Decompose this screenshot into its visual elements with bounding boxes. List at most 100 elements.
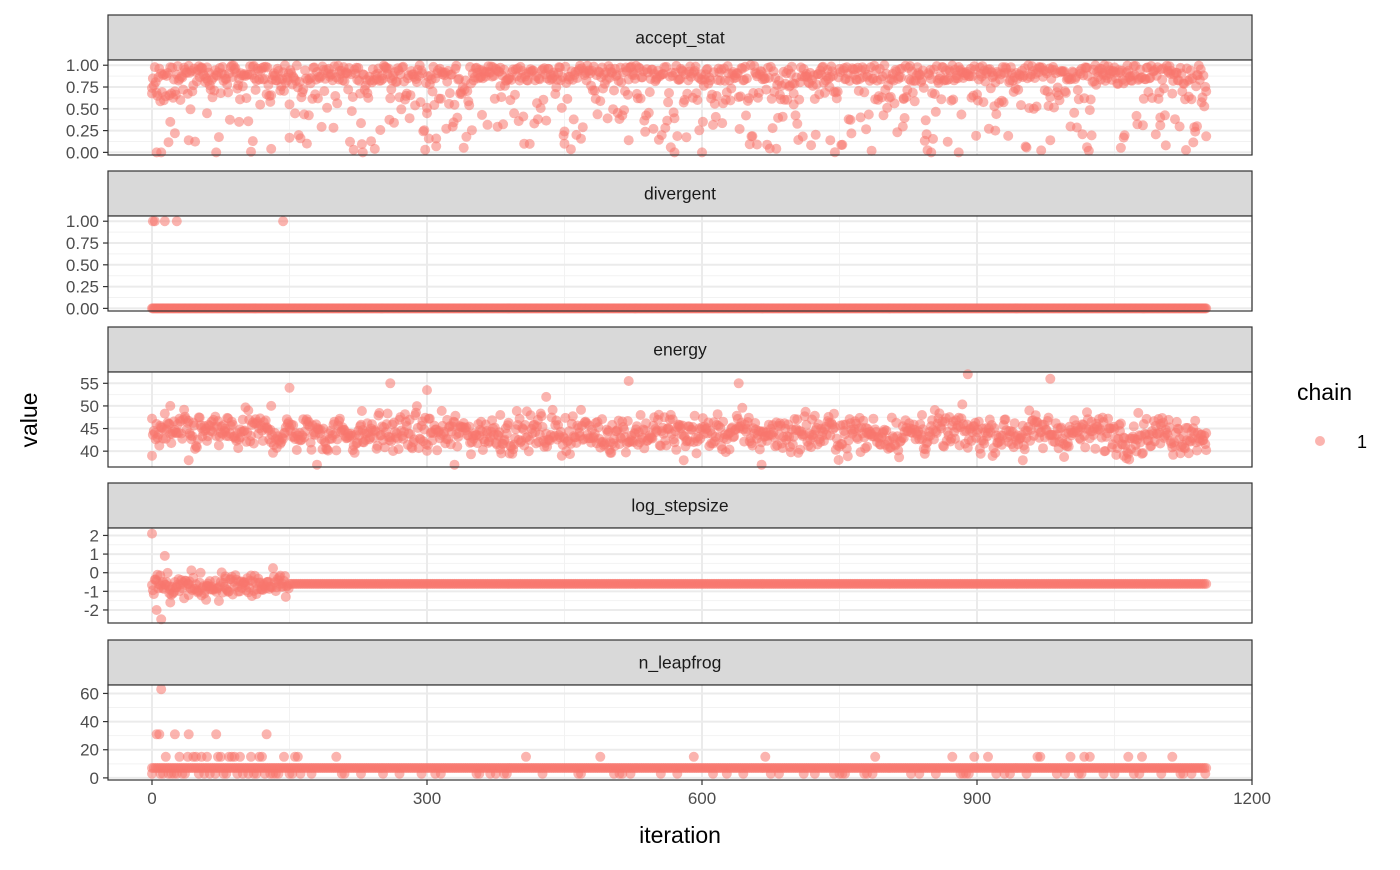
data-point <box>347 106 357 116</box>
data-point <box>1032 102 1042 112</box>
data-point <box>268 563 278 573</box>
data-point <box>431 141 441 151</box>
data-point <box>266 401 276 411</box>
data-point <box>1086 95 1096 105</box>
data-point <box>251 85 261 95</box>
data-point <box>1036 145 1046 155</box>
data-point <box>868 414 878 424</box>
data-point <box>163 568 173 578</box>
data-point <box>220 571 230 581</box>
data-point <box>569 114 579 124</box>
data-point <box>1045 374 1055 384</box>
y-tick-label: 45 <box>80 420 99 439</box>
y-tick-label: 0.25 <box>66 278 99 297</box>
data-point <box>801 407 811 417</box>
data-point <box>734 378 744 388</box>
data-point <box>186 104 196 114</box>
data-point <box>202 581 212 591</box>
data-point <box>1201 131 1211 141</box>
data-point <box>737 403 747 413</box>
data-point <box>518 112 528 122</box>
data-point <box>963 369 973 379</box>
data-point <box>636 410 646 420</box>
data-point <box>214 440 224 450</box>
data-point <box>356 118 366 128</box>
data-point <box>340 769 350 779</box>
data-point <box>201 595 211 605</box>
data-point <box>255 100 265 110</box>
data-point <box>165 598 175 608</box>
data-point <box>389 118 399 128</box>
data-point <box>626 769 636 779</box>
data-point <box>1151 129 1161 139</box>
data-point <box>999 97 1009 107</box>
panel-background <box>108 216 1252 311</box>
data-point <box>1159 83 1169 93</box>
data-point <box>464 100 474 110</box>
data-point <box>467 125 477 135</box>
data-point <box>846 115 856 125</box>
data-point <box>279 752 289 762</box>
data-point <box>725 445 735 455</box>
data-point <box>926 147 936 157</box>
data-point <box>859 87 869 97</box>
data-point <box>450 411 460 421</box>
data-point <box>747 131 757 141</box>
data-point <box>266 90 276 100</box>
data-point <box>257 752 267 762</box>
data-point <box>1192 446 1202 456</box>
data-point <box>636 94 646 104</box>
data-point <box>671 445 681 455</box>
data-point <box>214 132 224 142</box>
data-point <box>948 95 958 105</box>
data-point <box>936 94 946 104</box>
data-point <box>405 113 415 123</box>
data-point <box>619 105 629 115</box>
data-point <box>1199 101 1209 111</box>
data-point <box>495 81 505 91</box>
data-point <box>396 104 406 114</box>
data-point <box>609 86 619 96</box>
data-point <box>890 98 900 108</box>
facet-label: log_stepsize <box>631 496 728 517</box>
y-tick-label: 0 <box>90 564 99 583</box>
data-point <box>160 216 170 226</box>
data-point <box>806 140 816 150</box>
data-point <box>991 109 1001 119</box>
y-tick-label: 0.50 <box>66 100 99 119</box>
data-point <box>166 438 176 448</box>
data-point <box>679 455 689 465</box>
data-point <box>908 88 918 98</box>
data-point <box>1020 444 1030 454</box>
data-point <box>624 376 634 386</box>
data-point <box>238 81 248 91</box>
data-point <box>738 769 748 779</box>
data-point <box>976 449 986 459</box>
data-point <box>317 122 327 132</box>
data-point <box>170 128 180 138</box>
data-point <box>623 90 633 100</box>
data-point <box>358 147 368 157</box>
data-point <box>220 424 230 434</box>
data-point <box>221 769 231 779</box>
data-point <box>165 117 175 127</box>
data-point <box>1073 85 1083 95</box>
data-point <box>459 143 469 153</box>
y-tick-label: 1 <box>90 545 99 564</box>
data-point <box>718 417 728 427</box>
data-point <box>692 95 702 105</box>
data-point <box>560 127 570 137</box>
data-point <box>898 122 908 132</box>
data-point <box>234 117 244 127</box>
data-point <box>692 448 702 458</box>
data-point <box>1022 143 1032 153</box>
data-point <box>290 108 300 118</box>
data-point <box>363 93 373 103</box>
data-point <box>921 115 931 125</box>
data-point <box>184 590 194 600</box>
data-point <box>578 122 588 132</box>
data-point <box>358 437 368 447</box>
